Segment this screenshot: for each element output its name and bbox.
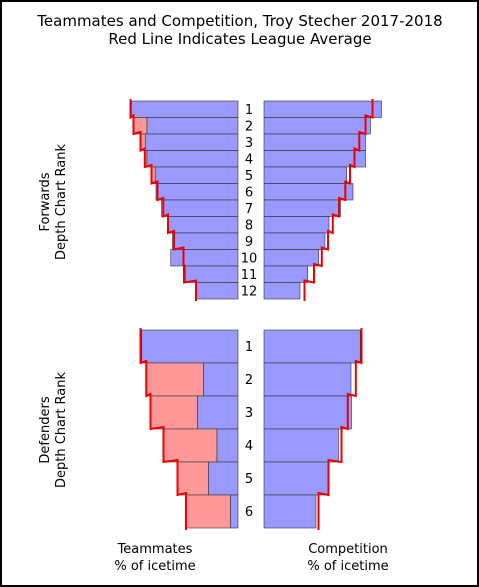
forward-competition-bar-12 (263, 282, 301, 300)
chart-title: Teammates and Competition, Troy Stecher … (36, 12, 442, 30)
forward-rank-label-11: 11 (241, 268, 258, 283)
defender-teammates-bar-2 (203, 362, 239, 397)
forward-rank-label-9: 9 (245, 235, 253, 250)
defenders-ylabel-1: Defenders (38, 396, 53, 463)
defender-competition-average-line (317, 328, 363, 530)
defender-competition-bar-3 (263, 395, 352, 430)
defender-rank-label-5: 5 (245, 472, 253, 487)
defender-competition-bar-4 (263, 428, 339, 463)
forward-rank-label-6: 6 (245, 185, 253, 200)
forwards-ylabel-2: Depth Chart Rank (54, 144, 69, 261)
teammates-xlabel-1: Teammates (117, 542, 193, 557)
defender-competition-bar-1 (263, 329, 361, 364)
forward-teammates-bar-1 (131, 100, 239, 118)
defender-teammates-average-line (139, 328, 187, 530)
forward-competition-bar-2 (263, 117, 371, 135)
defender-teammates-gap-2 (145, 362, 204, 397)
defender-rank-label-6: 6 (245, 505, 253, 520)
forward-teammates-average-line (129, 99, 197, 301)
forward-rank-label-10: 10 (241, 251, 258, 266)
defender-competition-bar-2 (263, 362, 352, 397)
defenders-ylabel-2: Depth Chart Rank (54, 372, 69, 489)
chart-subtitle: Red Line Indicates League Average (108, 30, 371, 48)
forward-rank-label-5: 5 (245, 169, 253, 184)
forward-competition-bar-11 (263, 265, 309, 283)
forward-teammates-bar-2 (146, 117, 239, 135)
defender-teammates-bar-1 (141, 329, 239, 364)
defender-teammates-bar-6 (230, 494, 239, 529)
forward-teammates-bar-6 (155, 183, 239, 201)
defender-rank-label-3: 3 (245, 406, 253, 421)
forward-competition-bar-1 (263, 100, 382, 118)
competition-xlabel-2: % of icetime (307, 559, 388, 574)
defender-teammates-gap-4 (163, 428, 218, 463)
forward-teammates-bar-5 (154, 166, 239, 184)
forwards-ylabel-1: Forwards (38, 172, 53, 231)
defender-teammates-gap-3 (150, 395, 198, 430)
forward-competition-bar-7 (263, 199, 341, 217)
forward-competition-bar-8 (263, 216, 330, 234)
teammates-xlabel-2: % of icetime (114, 559, 195, 574)
defender-competition-bar-6 (263, 494, 317, 529)
forward-rank-label-4: 4 (245, 152, 253, 167)
forward-competition-bar-10 (263, 249, 320, 267)
forward-rank-label-12: 12 (241, 284, 258, 299)
defender-teammates-bar-4 (216, 428, 239, 463)
forward-rank-label-8: 8 (245, 218, 253, 233)
forward-teammates-bar-7 (161, 199, 239, 217)
defender-rank-label-4: 4 (245, 439, 253, 454)
defender-rank-label-1: 1 (245, 340, 253, 355)
forward-rank-label-1: 1 (245, 103, 253, 118)
forward-competition-average-line (303, 99, 374, 301)
defender-rank-label-2: 2 (245, 373, 253, 388)
forward-rank-label-7: 7 (245, 202, 253, 217)
defender-teammates-gap-5 (177, 461, 209, 496)
forward-rank-label-3: 3 (245, 136, 253, 151)
forward-teammates-bar-10 (170, 249, 239, 267)
defender-teammates-bar-3 (197, 395, 239, 430)
forward-teammates-bar-4 (146, 150, 239, 168)
defender-teammates-bar-5 (208, 461, 239, 496)
forward-competition-bar-3 (263, 133, 366, 151)
forward-teammates-bar-12 (195, 282, 239, 300)
forward-rank-label-2: 2 (245, 119, 253, 134)
defender-competition-bar-5 (263, 461, 330, 496)
forward-competition-bar-9 (263, 232, 326, 250)
forward-teammates-bar-8 (167, 216, 239, 234)
forward-competition-bar-5 (263, 166, 348, 184)
defender-teammates-gap-6 (185, 494, 231, 529)
forward-teammates-bar-3 (144, 133, 239, 151)
defenders-panel: 1 2 3 4 5 6 (139, 328, 363, 530)
competition-xlabel-1: Competition (308, 542, 388, 557)
